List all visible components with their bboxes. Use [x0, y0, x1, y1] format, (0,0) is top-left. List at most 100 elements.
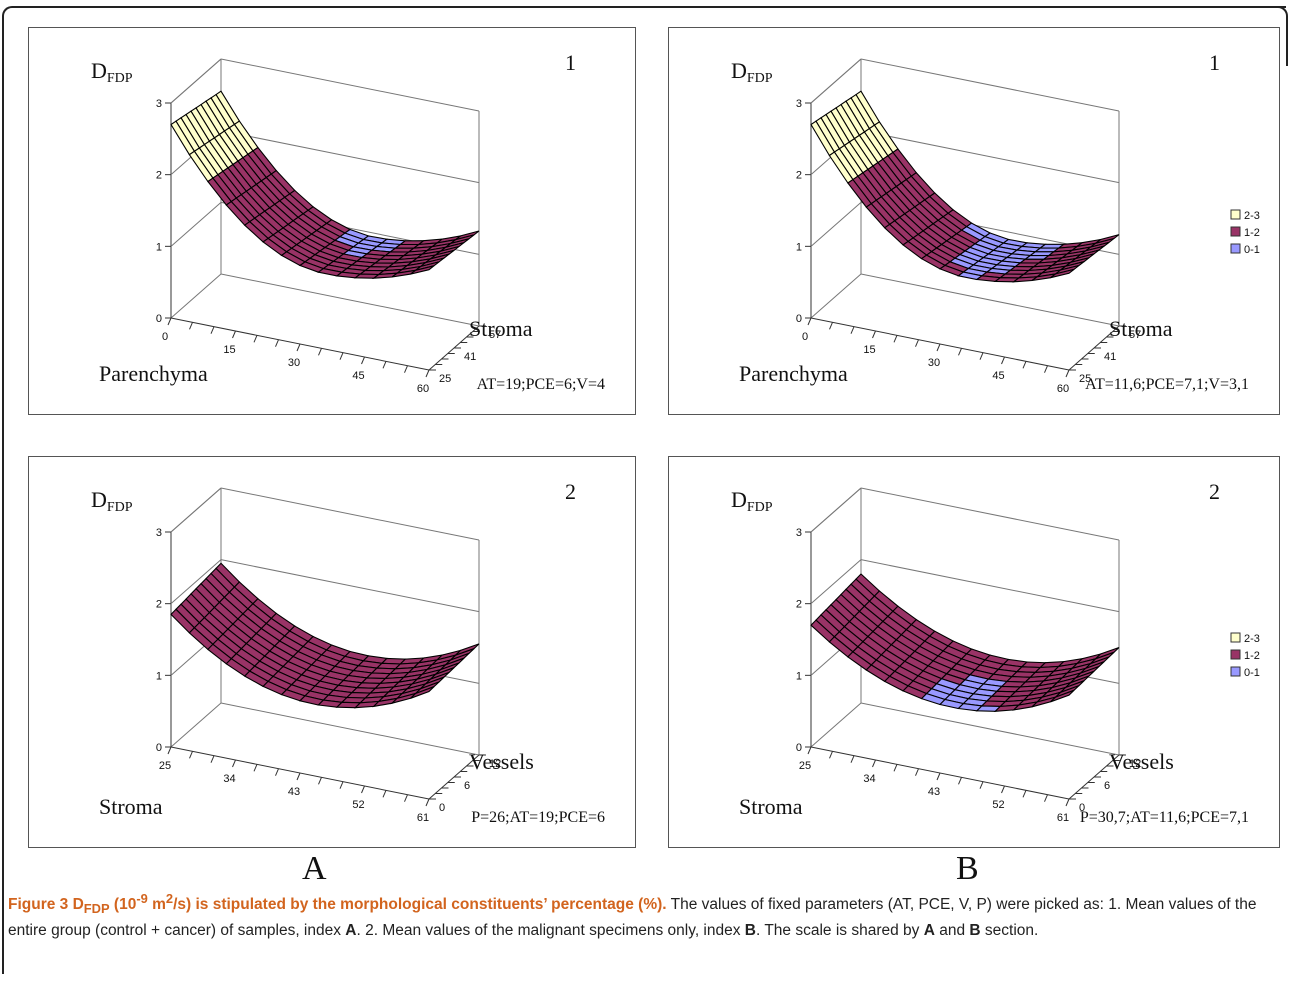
- panel-number-label: 2: [565, 479, 576, 504]
- back-wall-gridline: [860, 58, 1120, 112]
- x-axis-label: Parenchyma: [99, 361, 208, 386]
- back-wall-gridline: [220, 130, 480, 184]
- legend-label: 0-1: [1244, 244, 1260, 256]
- caption-index-a2: A: [923, 922, 935, 940]
- x-tick-mark: [829, 751, 833, 759]
- x-tick-mark: [807, 317, 812, 326]
- back-wall-bottom-edge: [860, 273, 1120, 327]
- x-tick-mark: [807, 746, 812, 755]
- chart-panel-b1: 0 1 2 3 0 15 30 45 60 25 41 57 DFDP 1 Parenchyma Stroma…: [668, 27, 1280, 415]
- x-tick-mark: [189, 322, 193, 330]
- x-tick-mark: [382, 790, 387, 798]
- x-tick-mark: [339, 781, 344, 789]
- y-tick-label: 57: [1129, 329, 1141, 341]
- z-axis-label: DFDP: [91, 58, 133, 86]
- left-wall-gridline: [810, 58, 862, 104]
- caption-title-end: /s) is stipulated by the morphological c…: [173, 896, 667, 914]
- caption-fig-label: Figure 3 D: [8, 896, 84, 914]
- y-tick-label: 6: [1104, 780, 1110, 792]
- legend-label: 1-2: [1244, 227, 1260, 239]
- x-tick-mark: [232, 759, 236, 768]
- left-wall-gridline: [170, 201, 222, 247]
- back-wall-bottom-edge: [220, 273, 480, 327]
- caption-text3: . The scale is shared by: [756, 922, 924, 940]
- x-tick-label: 30: [288, 357, 300, 369]
- x-tick-mark: [958, 348, 962, 356]
- x-tick-mark: [275, 339, 279, 347]
- y-tick-label: 41: [1104, 351, 1116, 363]
- surface-cell: [410, 686, 435, 699]
- x-tick-mark: [829, 322, 833, 330]
- x-tick-mark: [189, 751, 193, 759]
- z-tick-label: 3: [796, 527, 802, 539]
- y-tick-label: 6: [464, 780, 470, 792]
- x-tick-mark: [296, 772, 301, 781]
- section-label-a: A: [302, 850, 327, 887]
- x-tick-mark: [1065, 798, 1070, 807]
- x-tick-mark: [210, 326, 215, 334]
- fixed-params-label: AT=11,6;PCE=7,1;V=3,1: [1085, 376, 1249, 393]
- x-tick-label: 0: [802, 331, 808, 343]
- x-tick-label: 0: [162, 331, 168, 343]
- back-wall-gridline: [220, 58, 480, 112]
- fixed-params-label: P=26;AT=19;PCE=6: [471, 809, 605, 826]
- x-tick-label: 45: [352, 370, 364, 382]
- x-tick-mark: [1022, 790, 1027, 798]
- x-tick-mark: [1001, 785, 1005, 794]
- x-tick-mark: [382, 361, 387, 369]
- legend-swatch: [1230, 649, 1241, 660]
- left-wall-gridline: [170, 487, 222, 533]
- legend-swatch: [1230, 666, 1241, 677]
- x-tick-mark: [915, 768, 919, 776]
- left-wall-gridline: [170, 559, 222, 605]
- surface-cell: [410, 265, 435, 275]
- x-tick-mark: [318, 348, 322, 356]
- surface-chart-svg: 012325344352610612DFDP2StromaVesselsP=26…: [91, 479, 605, 826]
- caption-mid2: m: [147, 896, 166, 914]
- y-axis-label: Stroma: [1109, 316, 1173, 341]
- x-axis-label: Stroma: [739, 794, 803, 819]
- y-tick-label: 25: [439, 373, 451, 385]
- back-wall-bottom-edge: [220, 702, 480, 756]
- x-tick-mark: [404, 794, 408, 802]
- figure-frame: [2, 6, 1286, 974]
- left-wall-gridline: [810, 559, 862, 605]
- z-axis-label: DFDP: [91, 487, 133, 515]
- back-wall-gridline: [220, 487, 480, 541]
- x-tick-mark: [318, 777, 322, 785]
- chart-panel-b2: 0 1 2 3 25 34 43 52 61 0 6 12 DFDP 2 Stroma Vessels P=30…: [668, 456, 1280, 848]
- x-tick-mark: [979, 352, 984, 360]
- back-wall-bottom-edge: [860, 702, 1120, 756]
- legend-swatch: [1230, 209, 1241, 220]
- z-tick-label: 2: [796, 599, 802, 611]
- caption-sup2: 2: [165, 891, 174, 906]
- x-tick-mark: [850, 326, 855, 334]
- z-tick-label: 1: [796, 670, 802, 682]
- x-tick-mark: [850, 755, 855, 763]
- y-axis-label: Vessels: [469, 749, 534, 774]
- x-tick-mark: [958, 777, 962, 785]
- caption-text1: The values of fixed parameters (AT, PCE,…: [8, 896, 1257, 940]
- surface-cell: [1050, 689, 1075, 703]
- x-axis-label: Stroma: [99, 794, 163, 819]
- surface-chart-svg: 0123015304560254157DFDP1ParenchymaStroma…: [731, 50, 1260, 395]
- y-axis-label: Vessels: [1109, 749, 1174, 774]
- x-tick-mark: [979, 781, 984, 789]
- fixed-params-label: P=30,7;AT=11,6;PCE=7,1: [1080, 809, 1249, 826]
- x-tick-label: 61: [417, 812, 429, 824]
- x-tick-label: 25: [799, 760, 811, 772]
- x-tick-mark: [893, 764, 898, 772]
- x-tick-mark: [339, 352, 344, 360]
- x-tick-label: 15: [863, 344, 875, 356]
- legend-label: 1-2: [1244, 650, 1260, 662]
- chart-panel-a1: 0 1 2 3 0 15 30 45 60 25 41 57 DFDP 1 Parenchyma Stroma…: [28, 27, 636, 415]
- caption-sup1: -9: [136, 891, 148, 906]
- x-tick-mark: [296, 343, 301, 352]
- x-tick-mark: [915, 339, 919, 347]
- caption-index-b2: B: [969, 922, 981, 940]
- x-tick-mark: [167, 317, 172, 326]
- y-tick-label: 0: [1079, 802, 1085, 814]
- floor-left-edge: [810, 702, 862, 748]
- x-tick-label: 34: [863, 773, 875, 785]
- z-axis-label: DFDP: [731, 487, 773, 515]
